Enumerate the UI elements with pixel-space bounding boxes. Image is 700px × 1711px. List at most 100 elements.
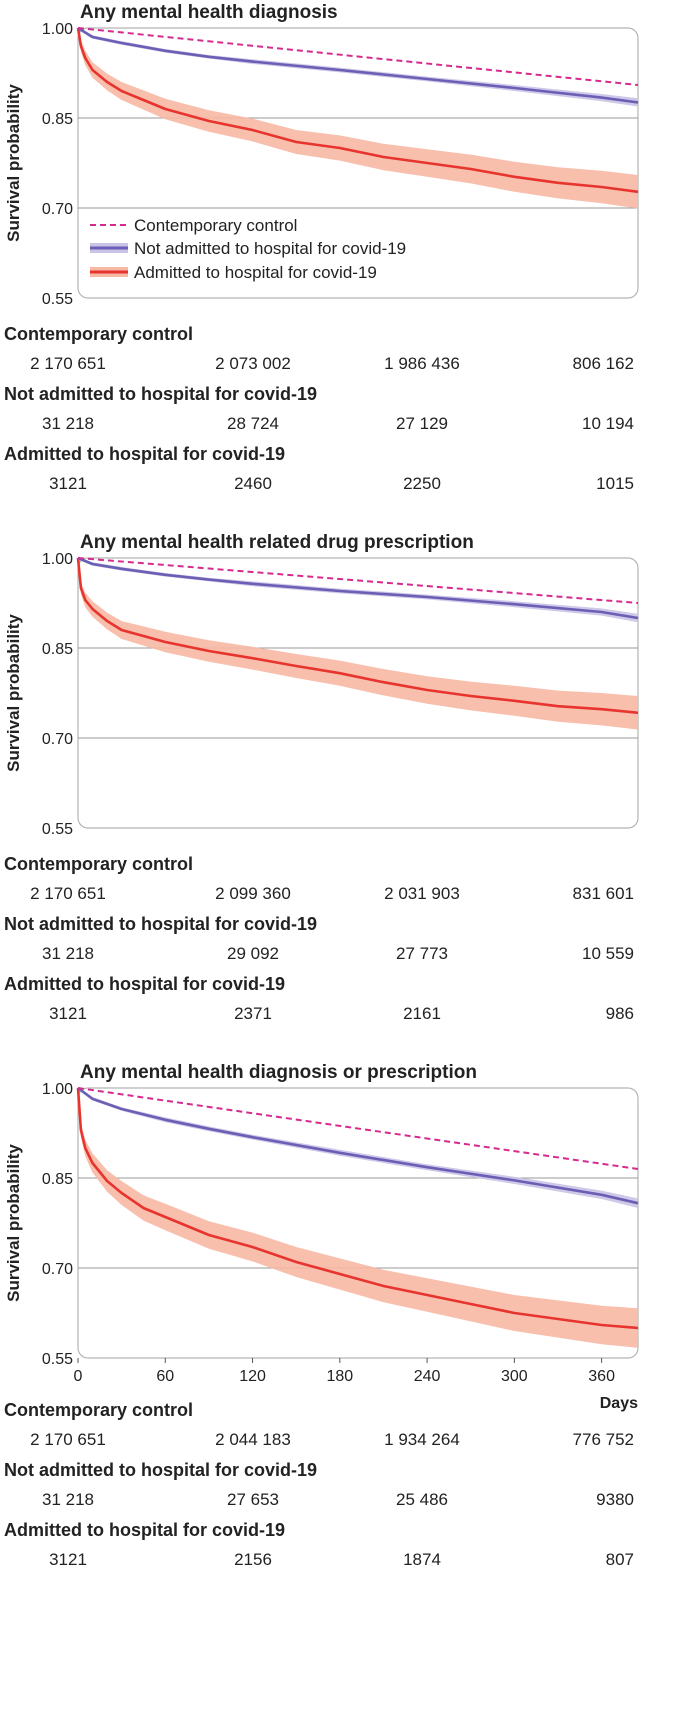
y-tick-label: 0.70: [42, 201, 73, 218]
at-risk-value: 3121: [49, 474, 87, 493]
series-line-admitted: [76, 557, 639, 715]
at-risk-group-label: Contemporary control: [4, 854, 193, 874]
x-axis-label: Days: [600, 1395, 638, 1412]
series-line-notadmitted: [77, 26, 639, 104]
x-tick-label: 300: [501, 1368, 528, 1385]
y-axis-label: Survival probability: [4, 1144, 23, 1302]
y-axis-label: Survival probability: [4, 84, 23, 242]
at-risk-value: 2371: [234, 1004, 272, 1023]
x-tick-label: 0: [74, 1368, 83, 1385]
y-tick-label: 0.85: [42, 111, 73, 128]
at-risk-group-label: Not admitted to hospital for covid-19: [4, 384, 317, 404]
at-risk-value: 2 170 651: [30, 1430, 106, 1449]
at-risk-value: 3121: [49, 1004, 87, 1023]
series-band-notadmitted: [78, 28, 638, 107]
y-tick-label: 0.85: [42, 641, 73, 658]
at-risk-value: 27 129: [396, 414, 448, 433]
series-band-notadmitted: [78, 558, 638, 623]
series-line-notadmitted: [77, 1086, 639, 1205]
y-axis-label: Survival probability: [4, 614, 23, 772]
at-risk-value: 27 773: [396, 944, 448, 963]
at-risk-group-label: Contemporary control: [4, 324, 193, 344]
at-risk-value: 2 170 651: [30, 884, 106, 903]
y-tick-label: 0.55: [42, 821, 73, 838]
series-line-control: [77, 557, 639, 604]
y-tick-label: 0.85: [42, 1171, 73, 1188]
panel-title: Any mental health diagnosis: [80, 2, 338, 23]
at-risk-table: Contemporary control 2 170 651 2 099 360 2 …: [4, 854, 634, 1023]
at-risk-value: 776 752: [573, 1430, 634, 1449]
plot-frame: [77, 1087, 639, 1359]
x-tick-label: 120: [239, 1368, 266, 1385]
at-risk-group-label: Contemporary control: [4, 1400, 193, 1420]
at-risk-group-label: Admitted to hospital for covid-19: [4, 974, 285, 994]
at-risk-value: 29 092: [227, 944, 279, 963]
at-risk-value: 2460: [234, 474, 272, 493]
legend-label: Contemporary control: [134, 216, 297, 235]
at-risk-value: 1015: [596, 474, 634, 493]
series-band-admitted: [78, 558, 638, 730]
at-risk-value: 28 724: [227, 414, 279, 433]
at-risk-value: 10 559: [582, 944, 634, 963]
y-tick-label: 1.00: [42, 21, 73, 38]
at-risk-value: 31 218: [42, 944, 94, 963]
at-risk-value: 27 653: [227, 1490, 279, 1509]
series-band-admitted: [78, 1088, 638, 1348]
legend-label: Not admitted to hospital for covid-19: [134, 239, 406, 258]
y-tick-label: 0.55: [42, 291, 73, 308]
y-tick-label: 1.00: [42, 551, 73, 568]
series-band-notadmitted: [78, 1088, 638, 1208]
series-line-notadmitted: [77, 556, 639, 620]
panel-title: Any mental health related drug prescript…: [80, 532, 474, 553]
at-risk-value: 2161: [403, 1004, 441, 1023]
series-line-control: [77, 1087, 639, 1170]
at-risk-value: 2 073 002: [215, 354, 291, 373]
series-line-control: [77, 27, 639, 86]
at-risk-value: 2 044 183: [215, 1430, 291, 1449]
plot-frame: [77, 557, 639, 829]
at-risk-value: 2250: [403, 474, 441, 493]
at-risk-value: 1874: [403, 1550, 441, 1569]
at-risk-value: 2 170 651: [30, 354, 106, 373]
x-tick-label: 180: [326, 1368, 353, 1385]
y-tick-label: 0.55: [42, 1351, 73, 1368]
series-band-admitted: [78, 28, 638, 209]
at-risk-value: 10 194: [582, 414, 634, 433]
at-risk-value: 3121: [49, 1550, 87, 1569]
at-risk-value: 31 218: [42, 1490, 94, 1509]
panel-1: Any mental health diagnosis Survival prob…: [4, 2, 639, 493]
y-tick-label: 0.70: [42, 731, 73, 748]
at-risk-value: 9380: [596, 1490, 634, 1509]
at-risk-value: 807: [606, 1550, 634, 1569]
x-tick-label: 360: [588, 1368, 615, 1385]
at-risk-value: 25 486: [396, 1490, 448, 1509]
at-risk-group-label: Admitted to hospital for covid-19: [4, 1520, 285, 1540]
x-tick-label: 60: [156, 1368, 174, 1385]
at-risk-group-label: Not admitted to hospital for covid-19: [4, 914, 317, 934]
y-tick-label: 1.00: [42, 1081, 73, 1098]
legend: Contemporary control Not admitted to hosp…: [90, 216, 406, 282]
panel-2: Any mental health related drug prescript…: [4, 532, 639, 1023]
at-risk-value: 2 099 360: [215, 884, 291, 903]
at-risk-value: 1 986 436: [384, 354, 460, 373]
at-risk-table: Contemporary control 2 170 651 2 044 183 1 …: [4, 1400, 634, 1569]
at-risk-value: 831 601: [573, 884, 634, 903]
at-risk-value: 2156: [234, 1550, 272, 1569]
y-tick-label: 0.70: [42, 1261, 73, 1278]
at-risk-value: 806 162: [573, 354, 634, 373]
at-risk-table: Contemporary control 2 170 651 2 073 002 1 …: [4, 324, 634, 493]
series-line-admitted: [76, 1087, 639, 1330]
at-risk-value: 31 218: [42, 414, 94, 433]
series-line-admitted: [76, 27, 639, 194]
at-risk-group-label: Admitted to hospital for covid-19: [4, 444, 285, 464]
at-risk-group-label: Not admitted to hospital for covid-19: [4, 1460, 317, 1480]
at-risk-value: 2 031 903: [384, 884, 460, 903]
panel-3: Any mental health diagnosis or prescript…: [4, 1062, 639, 1569]
panel-title: Any mental health diagnosis or prescript…: [80, 1062, 477, 1083]
legend-label: Admitted to hospital for covid-19: [134, 263, 377, 282]
at-risk-value: 1 934 264: [384, 1430, 460, 1449]
at-risk-value: 986: [606, 1004, 634, 1023]
x-tick-label: 240: [414, 1368, 441, 1385]
plot-frame: [77, 27, 639, 299]
